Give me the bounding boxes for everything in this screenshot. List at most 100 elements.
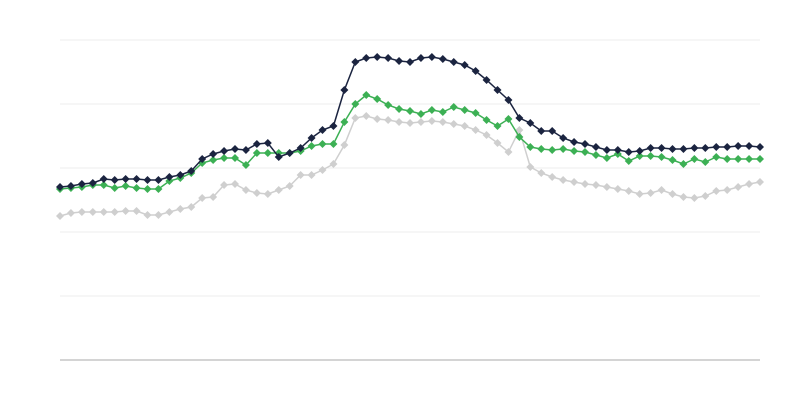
data-point	[143, 211, 152, 219]
data-point	[570, 147, 579, 155]
data-point	[745, 155, 754, 163]
data-point	[537, 145, 546, 153]
data-point	[187, 167, 196, 175]
data-point	[526, 163, 535, 171]
data-point	[471, 67, 480, 75]
data-point	[690, 144, 699, 152]
data-point	[723, 186, 732, 194]
data-point	[471, 109, 480, 117]
data-point	[657, 144, 666, 152]
data-point	[252, 140, 261, 148]
data-point	[471, 126, 480, 134]
data-point	[88, 208, 97, 216]
data-point	[493, 139, 502, 147]
data-point	[351, 58, 360, 66]
data-point	[690, 155, 699, 163]
data-point	[712, 153, 721, 161]
data-point	[143, 176, 152, 184]
data-point	[274, 153, 283, 161]
data-point	[88, 179, 97, 187]
data-point	[460, 106, 469, 114]
data-point	[635, 152, 644, 160]
data-point	[329, 160, 338, 168]
data-point	[559, 176, 568, 184]
data-point	[263, 149, 272, 157]
data-point	[646, 144, 655, 152]
data-point	[66, 182, 75, 190]
data-point	[340, 141, 349, 149]
data-point	[77, 208, 86, 216]
data-point	[318, 140, 327, 148]
data-point	[427, 106, 436, 114]
data-point	[493, 122, 502, 130]
data-point	[646, 189, 655, 197]
data-point	[482, 116, 491, 124]
data-point	[668, 156, 677, 164]
data-point	[132, 175, 141, 183]
data-point	[198, 194, 207, 202]
data-point	[373, 95, 382, 103]
data-point	[231, 154, 239, 162]
data-point	[679, 160, 688, 168]
data-point	[198, 155, 207, 163]
data-point	[329, 122, 338, 130]
data-point	[285, 182, 294, 190]
data-point	[591, 181, 600, 189]
data-point	[362, 91, 371, 99]
data-point	[504, 96, 513, 104]
data-point	[581, 148, 589, 156]
data-point	[329, 140, 338, 148]
data-point	[154, 211, 163, 219]
data-point	[515, 114, 524, 122]
data-point	[384, 101, 393, 109]
data-point	[373, 53, 382, 61]
data-point	[296, 144, 305, 152]
data-point	[537, 169, 546, 177]
data-point	[679, 145, 688, 153]
data-point	[460, 122, 469, 130]
data-point	[427, 117, 436, 125]
data-point	[701, 144, 710, 152]
data-point	[220, 147, 229, 155]
data-point	[110, 184, 119, 192]
data-point	[438, 108, 447, 116]
data-point	[449, 58, 458, 66]
data-point	[373, 115, 382, 123]
data-point	[624, 187, 633, 195]
data-point	[132, 184, 141, 192]
data-point	[591, 143, 600, 151]
data-point	[241, 161, 250, 169]
data-point	[515, 126, 524, 134]
data-point	[449, 120, 458, 128]
data-point	[154, 176, 163, 184]
data-point	[416, 110, 425, 118]
data-point	[209, 150, 218, 158]
data-point	[602, 183, 611, 191]
data-point	[679, 193, 688, 201]
data-point	[263, 190, 272, 198]
data-point	[154, 185, 163, 193]
data-point	[395, 118, 404, 126]
data-point	[340, 86, 349, 94]
data-point	[602, 146, 611, 154]
data-point	[176, 171, 185, 179]
data-point	[449, 103, 458, 111]
data-point	[209, 193, 218, 201]
data-point	[712, 187, 721, 195]
data-point	[657, 186, 666, 194]
data-point	[165, 208, 174, 216]
data-point	[657, 153, 666, 161]
data-point	[734, 155, 743, 163]
data-point	[176, 205, 185, 213]
data-point	[559, 145, 568, 153]
data-point	[241, 186, 250, 194]
data-point	[121, 182, 130, 190]
data-point	[460, 61, 469, 69]
data-point	[668, 145, 677, 153]
data-point	[99, 175, 108, 183]
data-point	[438, 55, 447, 63]
data-point	[340, 118, 349, 126]
data-point	[395, 105, 404, 113]
data-point	[99, 208, 108, 216]
data-point	[296, 171, 305, 179]
